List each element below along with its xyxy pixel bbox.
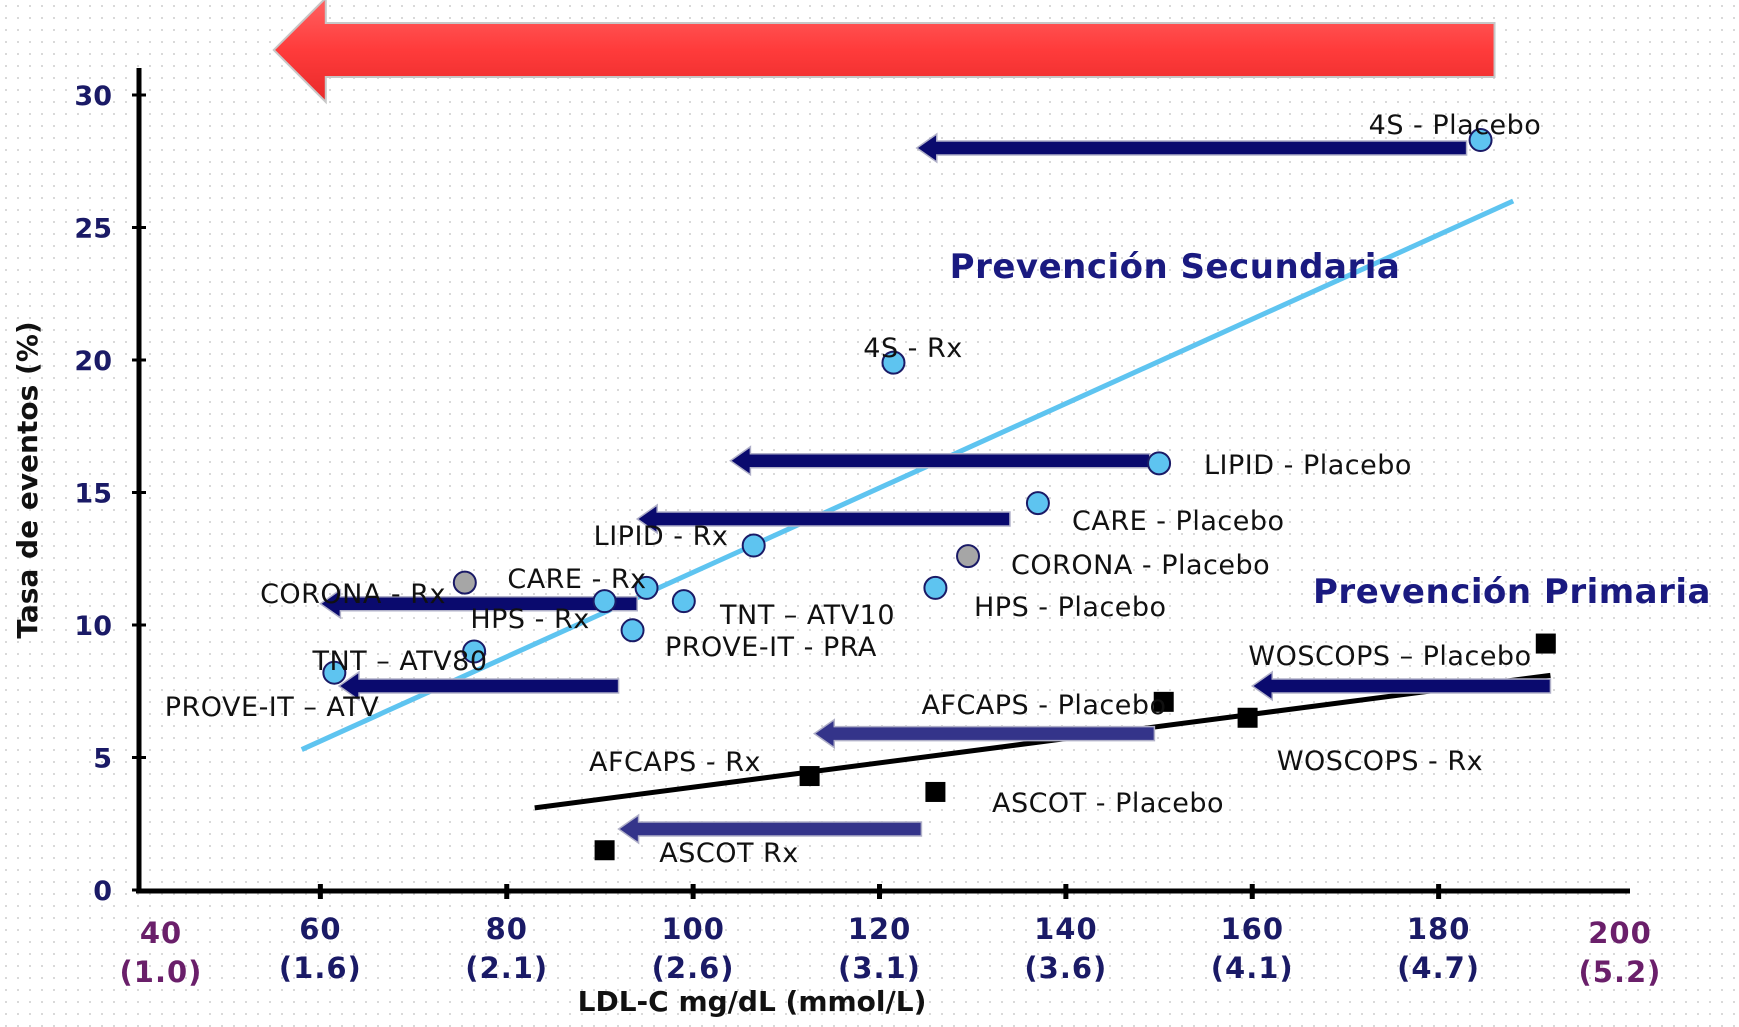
x-tick-label: 80 [486,912,528,946]
point-label: HPS - Placebo [974,592,1167,623]
reduction-arrow [729,445,1151,477]
data-point-square [1237,707,1258,728]
data-point-square [594,840,615,861]
x-tick-sublabel: (1.6) [279,951,362,985]
y-tick-label: 10 [74,611,112,642]
point-label: ASCOT - Placebo [992,788,1224,819]
x-tick-sublabel: (1.0) [120,955,203,989]
x-tick-label: 60 [299,912,341,946]
point-label: TNT – ATV80 [311,646,487,677]
x-tick-sublabel: (3.1) [838,951,921,985]
x-axis-title: LDL-C mg/dL (mmol/L) [578,985,927,1018]
point-label: CARE - Rx [507,564,646,595]
x-tick-sublabel: (3.6) [1024,951,1107,985]
x-tick-label: 180 [1407,912,1471,946]
data-point-circle [923,575,948,600]
data-point-square [799,766,820,787]
y-tick-label: 5 [93,744,112,775]
reduction-arrow [617,813,923,845]
x-tick-sublabel: (5.2) [1579,955,1662,989]
x-tick-label: 120 [848,912,912,946]
y-tick-label: 0 [93,876,112,907]
point-label: WOSCOPS - Rx [1277,746,1483,777]
data-point-circle [620,618,645,643]
point-label: ASCOT Rx [659,838,799,869]
point-label: TNT – ATV10 [719,600,895,631]
y-tick-label: 30 [74,81,112,112]
x-tick-label: 40 [140,916,182,950]
data-point-circle [741,533,766,558]
point-label: 4S - Placebo [1369,110,1542,141]
point-label: AFCAPS - Placebo [921,690,1166,721]
y-tick-label: 25 [74,214,112,245]
x-tick-label: 160 [1220,912,1284,946]
y-tick-label: 20 [74,346,112,377]
data-point-circle [322,660,347,685]
x-tick-label: 140 [1034,912,1098,946]
data-point-circle [1147,451,1172,476]
data-point-circle [462,639,487,664]
reduction-arrow [635,503,1011,535]
data-point-square [1535,633,1556,654]
x-tick-label: 200 [1588,916,1652,950]
point-label: LIPID - Placebo [1204,450,1412,481]
point-label: CORONA - Rx [260,579,446,610]
x-tick-sublabel: (2.1) [465,951,548,985]
point-label: CARE - Placebo [1072,506,1285,537]
data-point-circle [1468,128,1493,153]
point-label: LIPID - Rx [594,521,729,552]
x-tick-label: 100 [661,912,725,946]
point-label: PROVE-IT - PRA [665,632,877,663]
data-point-circle [956,544,981,569]
point-label: 4S - Rx [863,333,962,364]
point-label: WOSCOPS – Placebo [1248,641,1531,672]
data-point-square [925,781,946,802]
data-point-circle [452,570,477,595]
point-label: HPS - Rx [470,604,589,635]
reduction-arrow [337,670,620,702]
point-label: AFCAPS - Rx [589,747,761,778]
reduction-arrow [915,132,1468,164]
x-tick-sublabel: (2.6) [652,951,735,985]
reduction-arrow [319,588,638,620]
x-tick-sublabel: (4.7) [1397,951,1480,985]
data-point-circle [671,589,696,614]
annotation-primary: Prevención Primaria [1313,572,1711,612]
reduction-arrow [1250,670,1552,702]
data-point-circle [592,589,617,614]
annotation-secondary: Prevención Secundaria [950,247,1401,287]
data-point-square [1153,691,1174,712]
data-point-circle [881,350,906,375]
y-axis-title: Tasa de eventos (%) [11,321,44,638]
trend-line-secondary [300,198,1515,752]
point-label: PROVE-IT – ATV [165,692,380,723]
trend-line-primary [534,672,1551,811]
point-label: CORONA - Placebo [1011,550,1270,581]
data-point-circle [634,575,659,600]
big-red-arrow [272,0,1496,105]
data-point-circle [1025,491,1050,516]
y-tick-label: 15 [74,479,112,510]
x-tick-sublabel: (4.1) [1211,951,1294,985]
reduction-arrow [812,718,1156,750]
